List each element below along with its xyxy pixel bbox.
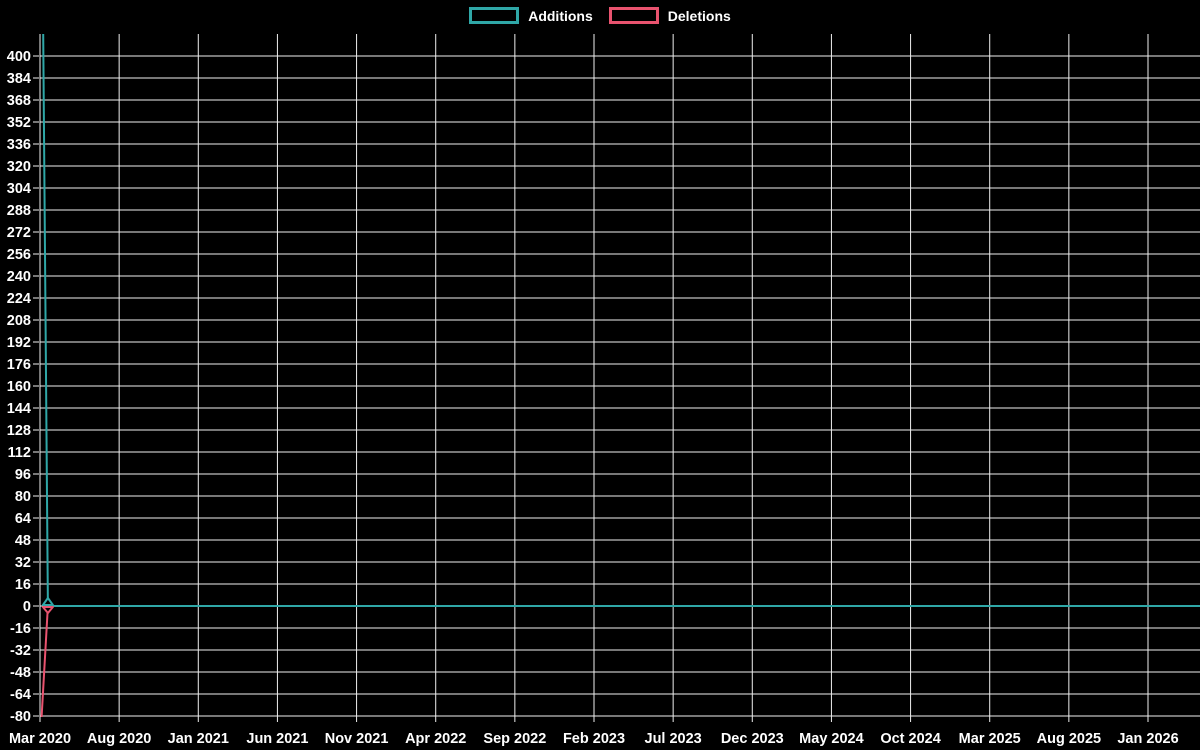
y-tick-label: -64 <box>10 687 31 703</box>
x-tick-label: Aug 2025 <box>1037 731 1101 747</box>
x-tick-label: Nov 2021 <box>325 731 389 747</box>
x-tick-label: Apr 2022 <box>405 731 466 747</box>
y-tick-label: 80 <box>15 489 31 505</box>
y-tick-label: 160 <box>7 379 31 395</box>
y-tick-label: -48 <box>10 665 31 681</box>
y-tick-label: 64 <box>15 511 31 527</box>
y-tick-label: 352 <box>7 115 31 131</box>
additions-legend-swatch <box>469 7 520 24</box>
x-tick-label: Sep 2022 <box>483 731 546 747</box>
y-tick-label: -16 <box>10 621 31 637</box>
x-tick-label: Jan 2026 <box>1117 731 1178 747</box>
y-tick-label: 16 <box>15 577 31 593</box>
y-tick-label: 224 <box>7 291 31 307</box>
y-tick-label: 208 <box>7 313 31 329</box>
x-tick-label: Aug 2020 <box>87 731 151 747</box>
deletions-legend-label: Deletions <box>667 7 731 24</box>
y-tick-label: 256 <box>7 247 31 263</box>
y-tick-label: 48 <box>15 533 31 549</box>
y-tick-label: 128 <box>7 423 31 439</box>
deletions-line <box>40 605 1200 718</box>
x-tick-label: Feb 2023 <box>563 731 625 747</box>
y-tick-label: 272 <box>7 225 31 241</box>
y-tick-label: 176 <box>7 357 31 373</box>
x-tick-label: Mar 2020 <box>9 731 71 747</box>
deletions-legend-swatch <box>608 7 659 24</box>
y-tick-label: 368 <box>7 93 31 109</box>
legend-item-deletions[interactable]: Deletions <box>608 7 731 24</box>
y-tick-label: 96 <box>15 467 31 483</box>
deletions-marker <box>41 606 54 614</box>
legend-item-additions[interactable]: Additions <box>469 7 593 24</box>
y-tick-label: -80 <box>10 709 31 725</box>
x-tick-label: May 2024 <box>799 731 864 747</box>
y-tick-label: -32 <box>10 643 31 659</box>
x-tick-label: Dec 2023 <box>721 731 784 747</box>
y-tick-label: 304 <box>7 181 31 197</box>
y-tick-label: 0 <box>23 599 31 615</box>
x-tick-label: Jul 2023 <box>645 731 702 747</box>
y-tick-label: 112 <box>8 445 31 461</box>
legend: Additions Deletions <box>0 7 1200 24</box>
y-tick-label: 144 <box>7 401 31 417</box>
y-tick-label: 240 <box>7 269 31 285</box>
additions-legend-label: Additions <box>528 7 593 24</box>
x-tick-label: Mar 2025 <box>959 731 1021 747</box>
y-tick-label: 192 <box>7 335 31 351</box>
y-tick-label: 384 <box>7 71 31 87</box>
x-tick-label: Jan 2021 <box>168 731 229 747</box>
x-tick-label: Oct 2024 <box>880 731 940 747</box>
x-tick-label: Jun 2021 <box>246 731 308 747</box>
y-tick-label: 288 <box>7 203 31 219</box>
y-tick-label: 336 <box>7 137 31 153</box>
additions-marker <box>41 597 54 606</box>
y-tick-label: 320 <box>7 159 31 175</box>
y-tick-label: 400 <box>7 49 31 65</box>
y-tick-label: 32 <box>15 555 31 571</box>
